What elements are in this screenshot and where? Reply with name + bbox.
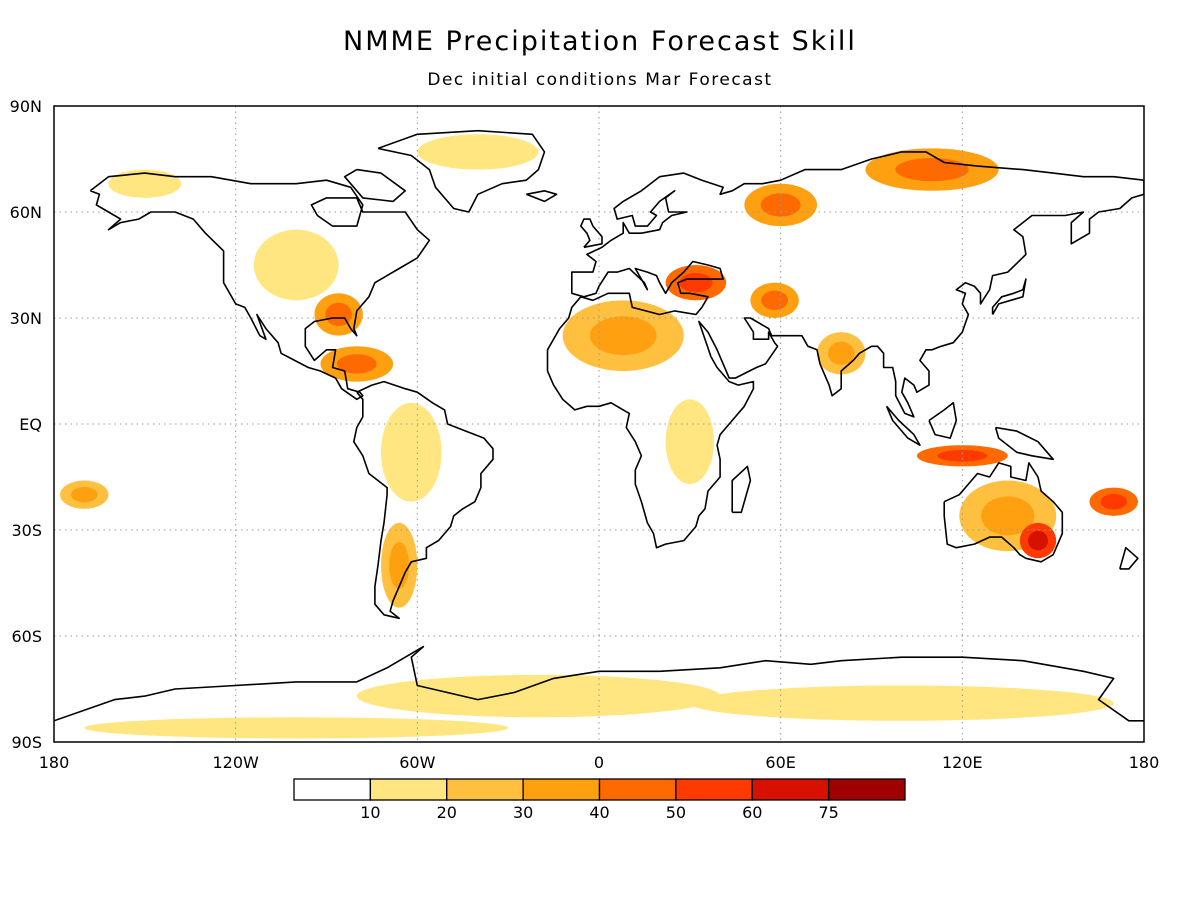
skill-region-core	[895, 157, 969, 182]
lon-tick-label: 120E	[942, 753, 983, 772]
colorbar-swatch	[827, 778, 906, 801]
coastline-greenland	[377, 129, 546, 213]
colorbar-swatch	[293, 778, 372, 801]
gridlines	[54, 106, 1144, 742]
lat-tick-label: 30N	[10, 309, 42, 328]
skill-region	[84, 717, 509, 739]
lon-tick-label: 60E	[765, 753, 795, 772]
coastline-madagascar	[731, 465, 752, 514]
skill-region-core	[336, 354, 377, 374]
skill-region	[381, 402, 442, 502]
skill-region	[689, 685, 1114, 721]
map-frame	[53, 105, 1145, 743]
lat-tick-label: 90S	[11, 733, 42, 752]
skill-region	[253, 229, 339, 301]
skill-region-core	[760, 193, 801, 217]
skill-region-core	[937, 449, 988, 462]
colorbar-swatch	[369, 778, 448, 801]
lon-tick-label: 180	[1129, 753, 1160, 772]
coastline-japan	[991, 278, 1027, 315]
skill-region-core	[761, 290, 788, 311]
coastline-sumatra	[885, 405, 921, 447]
colorbar-label: 75	[818, 803, 838, 822]
coastline-iceland	[526, 190, 558, 203]
skill-region	[665, 399, 715, 485]
coastline-afro-eurasia	[546, 151, 1144, 549]
colorbar-swatch	[522, 778, 601, 801]
colorbar-swatch	[675, 778, 753, 801]
skill-region-core	[70, 486, 98, 503]
skill-region-core	[981, 496, 1035, 536]
skill-region-core	[1100, 493, 1128, 510]
chart-title: NMME Precipitation Forecast Skill	[343, 26, 857, 57]
colorbar-label: 60	[742, 803, 762, 822]
lon-tick-label: 60W	[399, 753, 435, 772]
lat-tick-label: 30S	[11, 521, 42, 540]
coastlines	[54, 129, 1144, 722]
skill-region-core	[827, 341, 855, 365]
lat-tick-label: 90N	[10, 97, 42, 116]
skill-region-core	[679, 272, 713, 293]
coastline-antarctica	[54, 645, 1144, 722]
chart-subtitle: Dec initial conditions Mar Forecast	[427, 70, 773, 90]
lon-tick-label: 0	[594, 753, 604, 772]
coastline-baffin	[343, 168, 407, 203]
lon-tick-label: 120W	[212, 753, 259, 772]
coastline-borneo	[928, 401, 958, 439]
coastline-new-guinea	[994, 426, 1054, 461]
coastline-nz	[1119, 546, 1139, 570]
lat-tick-label: 60S	[11, 627, 42, 646]
skill-region-core	[589, 316, 657, 356]
skill-region-core	[389, 542, 410, 589]
skill-shading	[60, 134, 1138, 739]
colorbar-swatch	[751, 778, 830, 801]
colorbar-label: 20	[437, 803, 457, 822]
skill-region	[108, 169, 182, 198]
coastline-australia	[943, 462, 1064, 563]
lat-tick-label: EQ	[19, 415, 42, 434]
colorbar-label: 40	[589, 803, 609, 822]
colorbar-swatch	[446, 778, 524, 801]
coastline-south-america	[352, 380, 494, 620]
colorbar-label: 50	[666, 803, 686, 822]
coastline-north-america	[89, 172, 431, 401]
skill-region	[356, 674, 721, 718]
coastline-uk	[579, 218, 603, 249]
colorbar: 10 20 30 40 50 60 75	[293, 778, 906, 822]
colorbar-label: 10	[360, 803, 380, 822]
skill-region-core	[1028, 530, 1049, 551]
colorbar-swatch	[598, 778, 677, 801]
colorbar-label: 30	[513, 803, 533, 822]
lon-tick-label: 180	[39, 753, 70, 772]
lat-tick-label: 60N	[10, 203, 42, 222]
skill-region	[417, 134, 539, 170]
